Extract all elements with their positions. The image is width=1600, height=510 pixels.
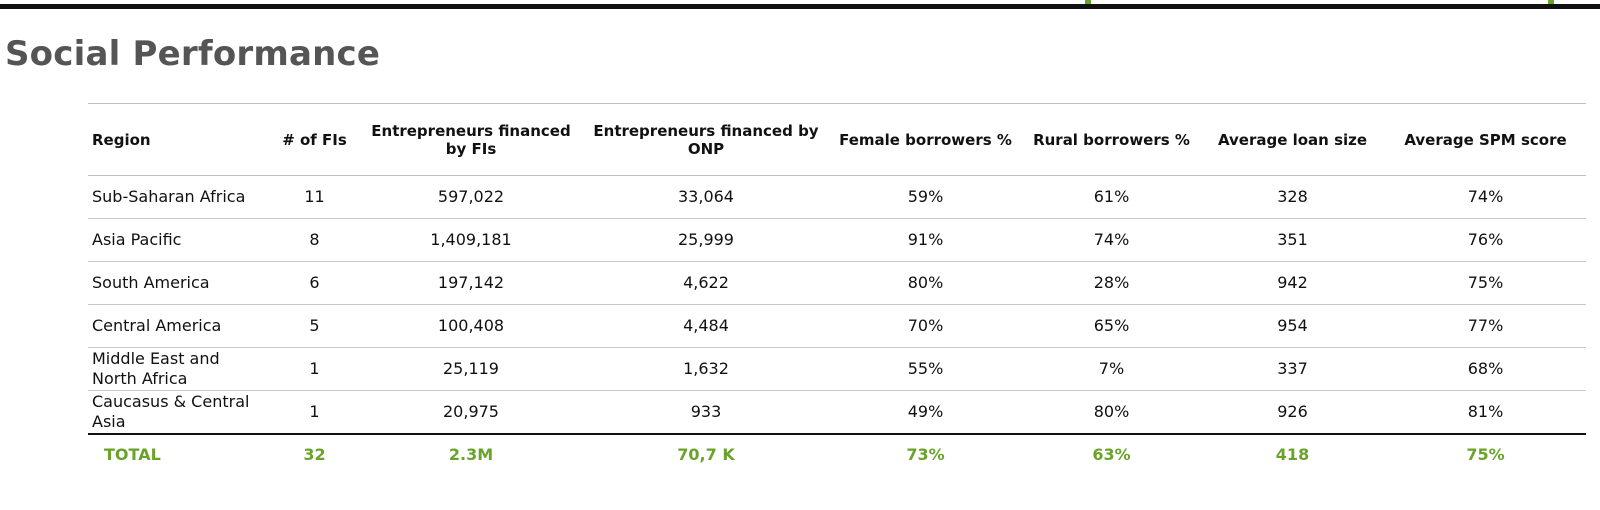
cell-average-loan-size: 337 [1277, 359, 1308, 378]
table-row: Middle East and North Africa 1 25,119 1,… [88, 348, 1586, 391]
column-header-entrepreneurs-fis: Entrepreneurs financed by FIs [371, 121, 571, 158]
total-average-loan-size: 418 [1275, 445, 1310, 464]
cell-average-loan-size: 926 [1277, 401, 1308, 421]
cell-average-loan-size: 351 [1277, 230, 1308, 249]
cell-entrepreneurs-fis: 100,408 [437, 316, 505, 335]
cell-entrepreneurs-fis: 25,119 [443, 359, 499, 378]
cell-entrepreneurs-fis: 20,975 [443, 401, 499, 421]
cell-entrepreneurs-onp: 4,484 [683, 316, 729, 335]
cell-average-spm-score: 81% [1467, 401, 1504, 421]
total-label: TOTAL [104, 445, 161, 464]
cell-fi-count: 5 [309, 316, 320, 335]
column-header-entrepreneurs-onp: Entrepreneurs financed by ONP [593, 121, 819, 158]
accent-mark-right [1548, 0, 1554, 4]
cell-region: Asia Pacific [92, 230, 182, 249]
cell-entrepreneurs-onp: 933 [690, 401, 722, 421]
table-row: South America 6 197,142 4,622 80% 28% 94… [88, 262, 1586, 305]
total-female-borrowers: 73% [906, 445, 945, 464]
cell-female-borrowers: 70% [907, 316, 944, 335]
cell-rural-borrowers: 74% [1093, 230, 1130, 249]
cell-fi-count: 11 [304, 187, 325, 206]
table-row: Sub-Saharan Africa 11 597,022 33,064 59%… [88, 176, 1586, 219]
social-performance-table-wrap: Region # of FIs Entrepreneurs financed b… [88, 103, 1586, 476]
accent-mark-left [1085, 0, 1091, 4]
top-rule [0, 4, 1600, 9]
cell-region: Middle East and North Africa [92, 349, 220, 388]
cell-entrepreneurs-fis: 1,409,181 [430, 230, 512, 249]
cell-entrepreneurs-fis: 597,022 [437, 187, 505, 206]
total-average-spm-score: 75% [1466, 445, 1505, 464]
column-header-fi-count: # of FIs [282, 130, 347, 149]
column-header-rural-borrowers: Rural borrowers % [1033, 130, 1190, 149]
total-fi-count: 32 [303, 445, 326, 464]
cell-female-borrowers: 80% [907, 273, 944, 292]
social-performance-table: Region # of FIs Entrepreneurs financed b… [88, 103, 1586, 476]
page-title: Social Performance [5, 34, 381, 74]
cell-average-spm-score: 77% [1467, 316, 1504, 335]
total-entrepreneurs-fis: 2.3M [448, 445, 494, 464]
column-header-average-loan-size: Average loan size [1217, 130, 1368, 149]
column-header-female-borrowers: Female borrowers % [839, 130, 1012, 149]
table-row: Caucasus & Central Asia 1 20,975 933 49%… [88, 391, 1586, 434]
table-row: Central America 5 100,408 4,484 70% 65% … [88, 305, 1586, 348]
cell-entrepreneurs-onp: 25,999 [678, 230, 734, 249]
cell-female-borrowers: 49% [907, 401, 944, 421]
cell-entrepreneurs-onp: 4,622 [683, 273, 729, 292]
cell-female-borrowers: 91% [907, 230, 944, 249]
total-rural-borrowers: 63% [1092, 445, 1131, 464]
cell-average-loan-size: 942 [1277, 273, 1308, 292]
cell-fi-count: 8 [309, 230, 320, 249]
cell-region: South America [92, 273, 210, 292]
cell-rural-borrowers: 61% [1093, 187, 1130, 206]
table-total-row: TOTAL 32 2.3M 70,7 K 73% 63% 418 75% [88, 434, 1586, 476]
cell-fi-count: 1 [309, 359, 320, 378]
table-row: Asia Pacific 8 1,409,181 25,999 91% 74% … [88, 219, 1586, 262]
cell-region: Central America [92, 316, 222, 335]
column-header-region: Region [92, 130, 151, 149]
cell-average-loan-size: 954 [1277, 316, 1308, 335]
cell-average-loan-size: 328 [1277, 187, 1308, 206]
cell-rural-borrowers: 65% [1093, 316, 1130, 335]
cell-average-spm-score: 68% [1467, 359, 1504, 378]
total-entrepreneurs-onp: 70,7 K [677, 445, 735, 464]
cell-fi-count: 6 [309, 273, 320, 292]
cell-entrepreneurs-fis: 197,142 [437, 273, 505, 292]
cell-rural-borrowers: 80% [1093, 401, 1130, 421]
cell-rural-borrowers: 7% [1098, 359, 1125, 378]
cell-average-spm-score: 75% [1467, 273, 1504, 292]
cell-region: Sub-Saharan Africa [92, 187, 246, 206]
cell-fi-count: 1 [309, 401, 320, 421]
cell-average-spm-score: 76% [1467, 230, 1504, 249]
table-header-row: Region # of FIs Entrepreneurs financed b… [88, 103, 1586, 176]
cell-entrepreneurs-onp: 1,632 [683, 359, 729, 378]
cell-female-borrowers: 55% [907, 359, 944, 378]
cell-female-borrowers: 59% [907, 187, 944, 206]
column-header-average-spm-score: Average SPM score [1404, 130, 1567, 149]
cell-rural-borrowers: 28% [1093, 273, 1130, 292]
cell-entrepreneurs-onp: 33,064 [678, 187, 734, 206]
cell-region: Caucasus & Central Asia [92, 391, 250, 431]
cell-average-spm-score: 74% [1467, 187, 1504, 206]
